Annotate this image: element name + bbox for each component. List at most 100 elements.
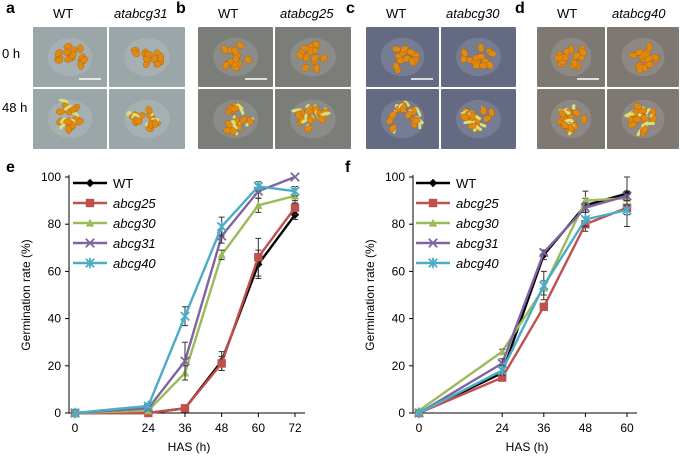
series-abcg40 (70, 181, 300, 419)
data-point (254, 201, 263, 209)
data-point (217, 359, 226, 368)
y-tick-label: 60 (392, 264, 406, 278)
seed-photo (366, 27, 439, 87)
y-axis-label: Germination rate (%) (363, 239, 377, 350)
wt-header: WT (53, 6, 74, 21)
series-line (74, 194, 296, 415)
y-tick-label: 60 (48, 264, 62, 278)
seed-photo (275, 89, 351, 149)
x-tick-label: 36 (537, 421, 551, 435)
x-tick-label: 0 (416, 421, 423, 435)
series-abcg40 (414, 193, 632, 419)
legend-label: WT (113, 176, 133, 191)
seed-photo (537, 27, 605, 87)
data-point (290, 172, 300, 182)
seed-photo (441, 89, 516, 149)
series-line (75, 206, 296, 415)
data-point (538, 247, 549, 258)
legend-label: abcg30 (113, 216, 156, 231)
panel-label-a: a (6, 0, 15, 17)
data-point (581, 196, 590, 205)
legend-label: abcg40 (456, 256, 499, 271)
legend-label: abcg25 (113, 196, 156, 211)
panel-label-d: d (515, 0, 525, 17)
legend-label: abcg40 (113, 256, 156, 271)
series-abcg30 (414, 190, 632, 415)
x-tick-label: 72 (288, 421, 302, 435)
seed-photo (366, 89, 439, 149)
y-tick-label: 80 (48, 217, 62, 231)
data-point (143, 400, 154, 412)
legend-label: abcg25 (456, 196, 499, 211)
data-point (580, 214, 591, 225)
data-point (539, 302, 548, 311)
data-point (498, 373, 507, 382)
legend-marker (85, 178, 95, 188)
data-point (180, 356, 190, 366)
y-tick-label: 40 (48, 312, 62, 326)
x-tick-label: 48 (579, 421, 593, 435)
series-abcg31 (70, 172, 300, 418)
x-tick-label: 24 (142, 421, 156, 435)
panel-label-c: c (346, 0, 355, 17)
series-line (74, 185, 296, 415)
chart-f: f 0 20 40 60 80 100 0 24 36 48 60 HAS (h) Germination… (345, 159, 637, 454)
time-row-label: 48 h (2, 100, 28, 115)
legend-marker (428, 218, 438, 227)
data-point (180, 404, 190, 413)
data-point (216, 221, 227, 232)
seed-photo (441, 27, 516, 87)
legend-label: abcg30 (456, 216, 499, 231)
y-tick-label: 100 (385, 170, 405, 184)
mutant-header: atabcg40 (612, 6, 666, 21)
legend: WT abcg25 abcg30 abcg31 abcg40 (416, 176, 499, 271)
data-point (70, 407, 80, 419)
data-point (217, 250, 226, 259)
chart-e: e 0 20 40 60 80 100 0 24 36 48 60 72 HAS (h) Germinati… (6, 159, 305, 454)
x-tick-label: 60 (252, 421, 266, 435)
series-wt (414, 176, 632, 418)
legend-label: abcg31 (113, 236, 156, 251)
series-line (418, 197, 628, 412)
x-tick-label: 0 (72, 421, 79, 435)
y-tick-label: 0 (398, 406, 405, 420)
legend: WT abcg25 abcg30 abcg31 abcg40 (73, 176, 156, 271)
data-point (254, 253, 263, 262)
legend-label: abcg31 (456, 236, 499, 251)
panel-label-e: e (6, 159, 15, 176)
legend-marker (428, 257, 438, 269)
seed-photo (537, 89, 605, 149)
x-tick-label: 36 (178, 421, 192, 435)
y-tick-label: 20 (48, 359, 62, 373)
y-tick-label: 100 (41, 170, 61, 184)
data-point (622, 204, 632, 216)
x-tick-label: 24 (496, 421, 510, 435)
mutant-header: atabcg25 (280, 6, 334, 21)
time-row-label: 0 h (2, 46, 21, 61)
legend-marker (85, 238, 95, 248)
legend-label: WT (456, 176, 476, 191)
seed-photo (607, 27, 679, 87)
y-tick-label: 80 (392, 217, 406, 231)
x-tick-label: 48 (215, 421, 229, 435)
series-abcg31 (414, 190, 632, 418)
seed-photo (109, 89, 185, 149)
y-tick-label: 20 (392, 359, 406, 373)
data-point (180, 311, 190, 322)
legend-marker (85, 218, 95, 227)
legend-marker (428, 178, 438, 188)
data-point (538, 280, 549, 291)
data-point (497, 365, 508, 376)
seed-photo (109, 27, 185, 87)
legend-marker (428, 198, 438, 208)
data-point (290, 203, 300, 212)
seed-photo (198, 27, 273, 87)
data-point (498, 347, 507, 356)
x-axis-label: HAS (h) (506, 440, 549, 454)
legend-marker (428, 238, 438, 248)
series-line (418, 192, 628, 415)
legend-marker (85, 198, 95, 208)
wt-header: WT (557, 6, 578, 21)
data-point (414, 407, 424, 419)
